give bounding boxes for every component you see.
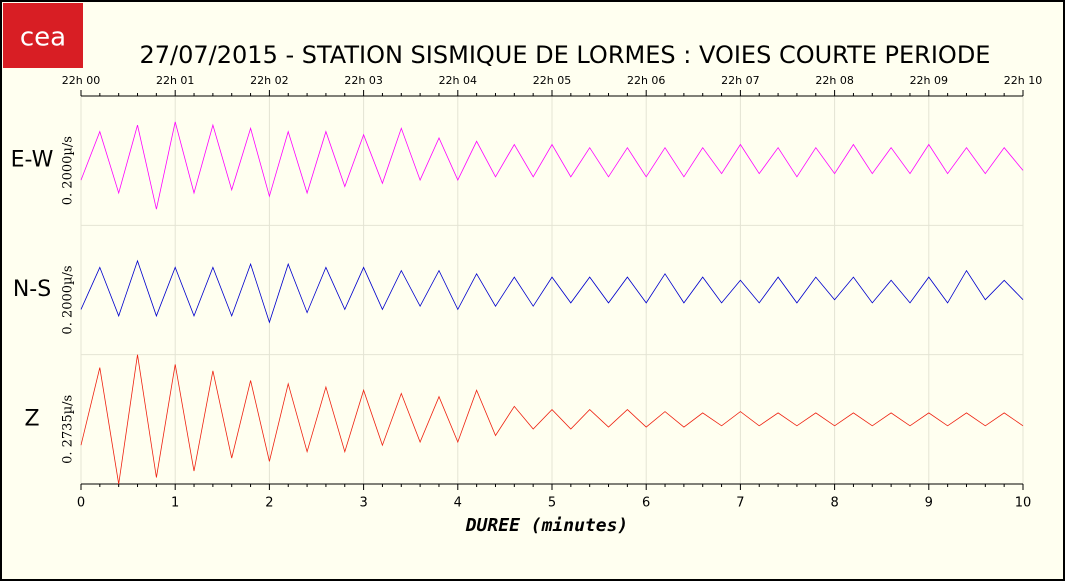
chart-title: 27/07/2015 - STATION SISMIQUE DE LORMES … <box>140 41 991 69</box>
channel-label: Z <box>24 406 39 431</box>
x2-tick-label: 22h 01 <box>156 74 194 87</box>
waveform <box>80 121 1024 210</box>
x2-tick-label: 22h 04 <box>439 74 477 87</box>
x2-tick-label: 22h 00 <box>62 74 100 87</box>
x2-tick-label: 22h 02 <box>250 74 288 87</box>
x-tick-label: 6 <box>642 496 650 511</box>
x2-tick-label: 22h 10 <box>1004 74 1042 87</box>
channel-scale: 0. 2735µ/s <box>61 395 76 464</box>
waveform <box>80 354 1024 485</box>
x-tick-label: 7 <box>736 496 744 511</box>
x-tick-label: 8 <box>830 496 838 511</box>
x-tick-label: 9 <box>925 496 933 511</box>
x2-tick-label: 22h 08 <box>815 74 853 87</box>
waveform <box>80 259 1024 324</box>
x-tick-label: 1 <box>171 496 179 511</box>
channel-label: N-S <box>13 277 51 302</box>
x2-tick-label: 22h 03 <box>344 74 382 87</box>
x-tick-label: 5 <box>548 496 556 511</box>
x2-tick-label: 22h 09 <box>910 74 948 87</box>
x-tick-label: 4 <box>454 496 462 511</box>
x2-tick-label: 22h 06 <box>627 74 665 87</box>
x-tick-label: 2 <box>265 496 273 511</box>
x-tick-label: 10 <box>1015 496 1032 511</box>
x2-tick-label: 22h 05 <box>533 74 571 87</box>
channel-scale: 0. 2000µ/s <box>61 265 76 334</box>
x-axis-label: DUREE (minutes) <box>465 515 629 536</box>
channel-label: E-W <box>11 148 54 173</box>
channel-scale: 0. 2000µ/s <box>61 136 76 205</box>
logo: cea <box>20 23 66 53</box>
x2-tick-label: 22h 07 <box>721 74 759 87</box>
logo-box <box>3 3 83 68</box>
x-tick-label: 0 <box>77 496 85 511</box>
x-tick-label: 3 <box>359 496 367 511</box>
